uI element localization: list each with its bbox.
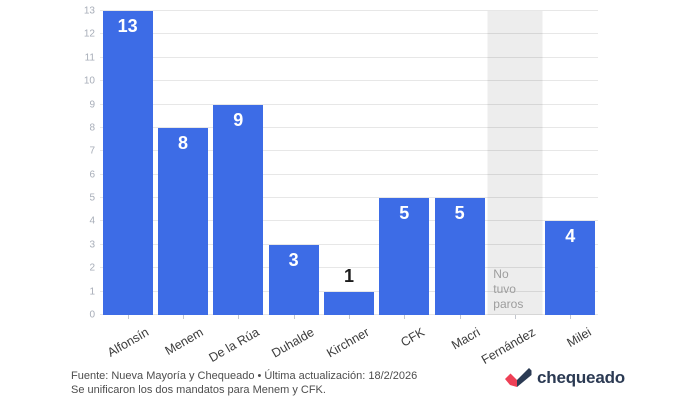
gridline	[100, 126, 598, 128]
bar[interactable]: 8	[157, 127, 208, 315]
bar[interactable]: 4	[545, 221, 596, 315]
bar[interactable]: 3	[268, 244, 319, 315]
check-icon-right	[517, 368, 532, 387]
gridline	[100, 56, 598, 58]
bar[interactable]: 9	[213, 104, 264, 315]
y-tick-label: 6	[89, 169, 95, 181]
x-tick	[348, 315, 350, 319]
bar-value-label: 5	[399, 203, 410, 224]
bar-value-label: 4	[565, 226, 576, 247]
gridline	[100, 80, 598, 82]
chart-footer: Fuente: Nueva Mayoría y Chequeado • Últi…	[71, 369, 417, 397]
x-tick	[127, 315, 129, 319]
y-tick-label: 5	[89, 192, 95, 204]
x-tick	[459, 315, 461, 319]
x-axis-label: Duhalde	[269, 325, 317, 361]
x-tick	[238, 315, 240, 319]
gridline	[100, 290, 598, 292]
y-tick-label: 10	[83, 75, 95, 87]
gridline	[100, 267, 598, 269]
x-axis-label: De la Rúa	[206, 325, 262, 365]
x-axis-label: Menem	[162, 325, 206, 358]
gridline	[100, 197, 598, 199]
y-tick-label: 13	[83, 5, 95, 17]
x-axis-label: CFK	[398, 325, 428, 350]
bar-group: 1 Kirchner	[321, 11, 376, 360]
gridline	[100, 150, 598, 152]
bar-series: 13 Alfonsín 8 Menem 9 De la Rúa 3 Duhalde 1 Kirch…	[100, 11, 598, 367]
logo-text: chequeado	[537, 368, 625, 387]
x-tick	[293, 315, 295, 319]
x-tick	[514, 315, 516, 319]
x-tick	[404, 315, 406, 319]
x-tick	[570, 315, 572, 319]
x-tick	[182, 315, 184, 319]
gridline	[100, 103, 598, 105]
bar-value-label: 9	[233, 109, 244, 130]
chequeado-logo[interactable]: chequeado	[505, 368, 625, 388]
x-axis-label: Kirchner	[324, 325, 372, 361]
gridline	[100, 243, 598, 245]
bar-group: 5 CFK	[377, 11, 432, 350]
x-axis-label: Macri	[449, 325, 483, 353]
bar[interactable]: 5	[434, 198, 485, 315]
bar[interactable]: 13	[102, 11, 153, 315]
gridline	[100, 10, 598, 11]
x-axis-label: Alfonsín	[104, 325, 151, 360]
bar-value-label: 1	[343, 265, 354, 286]
gridline	[100, 173, 598, 175]
gridline	[100, 33, 598, 35]
gridline	[100, 220, 598, 222]
no-data-band	[487, 11, 543, 315]
y-tick-label: 11	[84, 52, 95, 64]
y-tick-label: 7	[89, 145, 95, 157]
x-axis-label: Fernández	[479, 325, 538, 368]
y-tick-label: 1	[89, 286, 95, 298]
bar[interactable]: 5	[379, 198, 430, 315]
bar-group: 4 Milei	[543, 11, 598, 350]
plot-area: 13 Alfonsín 8 Menem 9 De la Rúa 3 Duhalde 1 Kirch…	[100, 10, 598, 367]
x-axis-label: Milei	[564, 325, 594, 350]
note-text: Se unificaron los dos mandatos para Mene…	[71, 384, 326, 396]
y-tick-label: 9	[89, 99, 95, 111]
source-text: Fuente: Nueva Mayoría y Chequeado • Últi…	[71, 370, 418, 382]
y-tick-label: 3	[89, 239, 95, 251]
y-tick-label: 0	[89, 309, 95, 321]
y-axis-labels: 0 1 2 3 4 5 6 7 8 9 10 11 12 13	[55, 6, 95, 321]
bar-group: No tuvo paros Fernández	[479, 11, 543, 367]
check-icon	[505, 368, 532, 387]
y-tick-label: 12	[83, 28, 95, 40]
no-data-label: No tuvo paros	[493, 267, 524, 311]
y-tick-label: 2	[89, 262, 95, 274]
bar-value-label: 13	[117, 16, 138, 36]
bar-value-label: 8	[177, 132, 188, 153]
gridlines	[100, 10, 598, 315]
y-tick-label: 4	[89, 215, 95, 227]
bar-group: 8 Menem	[155, 11, 210, 358]
check-icon-left	[505, 373, 517, 387]
bar-value-label: 3	[288, 249, 299, 270]
bar-value-label: 5	[454, 203, 465, 224]
bar[interactable]	[323, 291, 374, 315]
bar-group: 3 Duhalde	[266, 11, 321, 360]
y-tick-label: 8	[89, 122, 95, 134]
bar-group: 13 Alfonsín	[100, 11, 155, 360]
bar-group: 9 De la Rúa	[206, 11, 266, 365]
bar-group: 5 Macri	[432, 11, 487, 352]
